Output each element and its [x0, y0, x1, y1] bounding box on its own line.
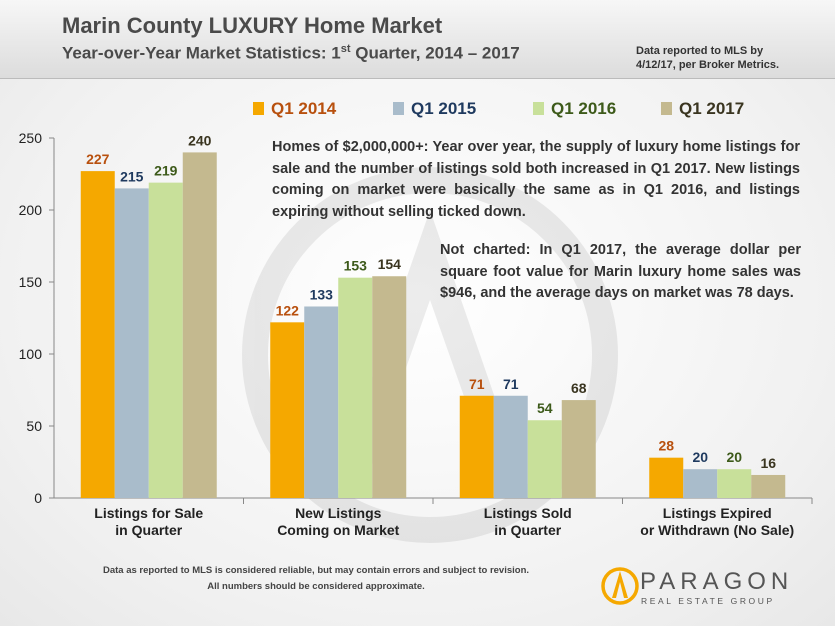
data-label: 133	[310, 286, 334, 302]
bar	[148, 182, 183, 498]
bar	[649, 457, 684, 498]
legend-label: Q1 2017	[679, 99, 745, 118]
bar	[114, 188, 149, 498]
disclaimer: Data as reported to MLS is considered re…	[102, 565, 530, 592]
bar	[493, 395, 528, 498]
x-category-label: Listings for Sale	[94, 505, 203, 521]
y-tick-label: 50	[26, 418, 42, 434]
bar	[527, 420, 562, 498]
commentary-paragraph-2: Not charted: In Q1 2017, the average dol…	[440, 242, 801, 301]
legend-swatch	[533, 102, 544, 115]
commentary-paragraph-1: Homes of $2,000,000+: Year over year, th…	[272, 139, 800, 220]
page-subtitle: Year-over-Year Market Statistics: 1st Qu…	[62, 43, 520, 63]
bar	[270, 322, 305, 498]
data-label: 20	[726, 449, 742, 465]
y-tick-label: 250	[19, 130, 43, 146]
y-tick-label: 0	[34, 490, 42, 506]
legend-swatch	[661, 102, 672, 115]
data-label: 71	[503, 376, 519, 392]
data-source-note: Data reported to MLS by 4/12/17, per Brok…	[636, 45, 780, 71]
bar	[304, 306, 339, 498]
legend-item-q1-2015: Q1 2015	[393, 99, 476, 119]
legend-label: Q1 2014	[271, 99, 337, 118]
x-category-label: in Quarter	[115, 522, 182, 538]
bar	[751, 474, 786, 498]
data-label: 153	[344, 258, 368, 274]
bar	[80, 171, 115, 498]
data-label: 54	[537, 400, 553, 416]
x-category-label: Coming on Market	[277, 522, 399, 538]
legend-item-q1-2017: Q1 2017	[661, 99, 744, 119]
data-label: 28	[658, 438, 674, 454]
header-divider	[0, 78, 835, 79]
bar	[683, 469, 718, 498]
x-category-label: or Withdrawn (No Sale)	[640, 522, 794, 538]
x-category-label: Listings Sold	[484, 505, 572, 521]
bar	[372, 276, 407, 498]
bar	[459, 395, 494, 498]
legend-item-q1-2014: Q1 2014	[253, 99, 336, 119]
y-tick-label: 100	[19, 346, 43, 362]
data-label: 122	[276, 302, 300, 318]
data-label: 215	[120, 168, 144, 184]
x-category-label: in Quarter	[494, 522, 561, 538]
logo-name: PARAGON	[640, 568, 794, 595]
y-tick-label: 200	[19, 202, 43, 218]
data-label: 20	[692, 449, 708, 465]
legend-item-q1-2016: Q1 2016	[533, 99, 616, 119]
data-label: 16	[760, 455, 776, 471]
data-label: 227	[86, 151, 110, 167]
x-category-label: Listings Expired	[663, 505, 772, 521]
bar	[561, 400, 596, 498]
bar	[717, 469, 752, 498]
legend-swatch	[253, 102, 264, 115]
y-tick-label: 150	[19, 274, 43, 290]
data-label: 71	[469, 376, 485, 392]
data-label: 240	[188, 132, 212, 148]
bar	[338, 277, 373, 498]
legend-label: Q1 2016	[551, 99, 617, 118]
legend-swatch	[393, 102, 404, 115]
page-title: Marin County LUXURY Home Market	[62, 13, 443, 38]
data-label: 219	[154, 163, 178, 179]
logo-tagline: REAL ESTATE GROUP	[641, 596, 775, 606]
header-band	[0, 0, 835, 78]
legend-label: Q1 2015	[411, 99, 477, 118]
data-label: 154	[378, 256, 402, 272]
data-label: 68	[571, 380, 587, 396]
bar	[182, 152, 217, 498]
paragon-logo-icon	[601, 567, 639, 605]
x-category-label: New Listings	[295, 505, 382, 521]
